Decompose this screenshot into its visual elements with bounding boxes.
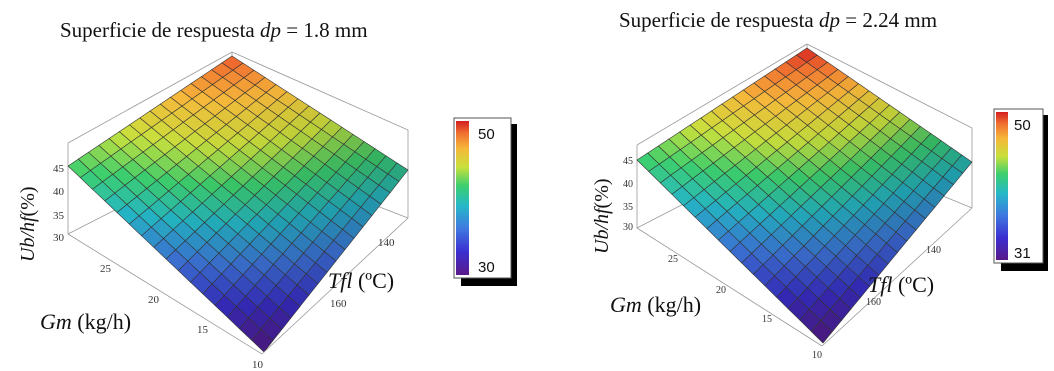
y-tick-label: 10 xyxy=(812,350,822,361)
z-tick-label: 30 xyxy=(623,222,633,233)
chart-left: Superficie de respuesta dp = 1.8 mm 45 4… xyxy=(17,18,517,371)
colorbar: 50 30 xyxy=(453,117,517,286)
colorbar: 50 31 xyxy=(993,108,1048,271)
colorbar-max-label: 50 xyxy=(1014,117,1031,134)
response-surface xyxy=(67,55,409,353)
y-tick-label: 20 xyxy=(716,285,726,296)
z-axis-label: Ub/hf(%) xyxy=(17,186,39,262)
x-axis-label: Tfl (ºC) xyxy=(868,272,934,297)
chart-right: Superficie de respuesta dp = 2.24 mm 45 … xyxy=(591,8,1048,361)
chart-title: Superficie de respuesta dp = 2.24 mm xyxy=(619,8,937,32)
x-tick-label: 160 xyxy=(866,297,881,308)
y-tick-label: 10 xyxy=(252,359,264,371)
z-axis-label: Ub/hf(%) xyxy=(591,178,613,254)
x-tick-labels: 140 160 xyxy=(330,237,395,310)
y-tick-label: 20 xyxy=(148,294,160,306)
colorbar-min-label: 31 xyxy=(1014,245,1031,262)
bounding-box-front xyxy=(67,217,409,355)
y-tick-label: 15 xyxy=(197,324,209,336)
y-tick-labels: 25 20 15 10 xyxy=(668,254,822,361)
response-surface xyxy=(636,47,973,344)
z-tick-label: 45 xyxy=(53,163,65,175)
x-axis-label: Tfl (ºC) xyxy=(328,268,394,293)
z-tick-label: 35 xyxy=(53,210,65,222)
x-tick-label: 160 xyxy=(330,298,347,310)
y-tick-label: 25 xyxy=(100,263,112,275)
z-tick-label: 30 xyxy=(53,232,65,244)
colorbar-min-label: 30 xyxy=(478,259,495,276)
z-tick-label: 40 xyxy=(53,186,65,198)
z-tick-labels: 45 40 35 30 xyxy=(53,163,65,244)
y-tick-labels: 25 20 15 10 xyxy=(100,263,264,371)
z-tick-label: 35 xyxy=(623,202,633,213)
z-tick-label: 40 xyxy=(623,179,633,190)
surface-cell xyxy=(810,320,833,344)
chart-title: Superficie de respuesta dp = 1.8 mm xyxy=(60,18,368,42)
y-axis-label: Gm (kg/h) xyxy=(40,309,131,334)
y-tick-label: 15 xyxy=(762,314,772,325)
z-tick-labels: 45 40 35 30 xyxy=(623,156,633,233)
bounding-box-front xyxy=(636,207,973,347)
y-axis-label: Gm (kg/h) xyxy=(610,292,701,317)
z-tick-label: 45 xyxy=(623,156,633,167)
colorbar-max-label: 50 xyxy=(478,126,495,143)
x-tick-labels: 140 160 xyxy=(866,245,941,308)
y-tick-label: 25 xyxy=(668,254,678,265)
x-tick-label: 140 xyxy=(926,245,941,256)
x-tick-label: 140 xyxy=(378,237,395,249)
